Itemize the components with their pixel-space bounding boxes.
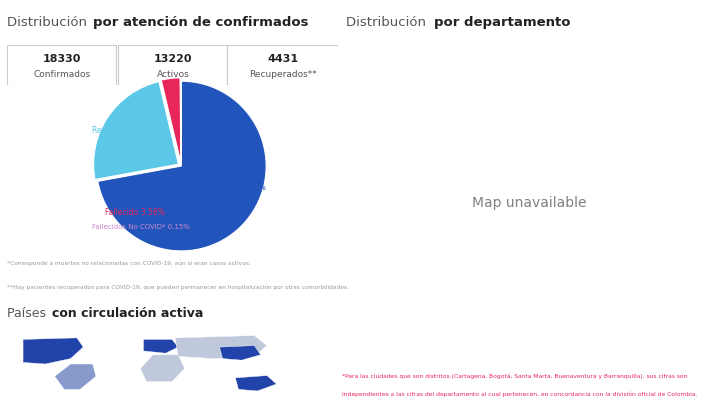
Text: **Hay pacientes recuperados para COVID-19, que pueden permanecer en hospitalizac: **Hay pacientes recuperados para COVID-1…	[7, 285, 349, 290]
Text: Recuperado 24.17%: Recuperado 24.17%	[92, 126, 169, 135]
Bar	[7, 45, 117, 85]
Wedge shape	[98, 81, 266, 251]
Text: Países: Países	[7, 307, 50, 320]
Text: Fallecidos No COVID* 0.15%: Fallecidos No COVID* 0.15%	[92, 224, 190, 230]
Text: Distribución: Distribución	[346, 16, 430, 29]
Text: 18330: 18330	[42, 54, 81, 64]
Text: Recuperados**: Recuperados**	[249, 70, 317, 79]
Wedge shape	[94, 82, 179, 179]
Text: Fallecido 3.56%: Fallecido 3.56%	[105, 208, 165, 217]
Text: por atención de confirmados: por atención de confirmados	[93, 16, 308, 29]
Text: Map unavailable: Map unavailable	[472, 196, 587, 209]
Polygon shape	[55, 364, 96, 390]
Polygon shape	[175, 335, 267, 359]
Bar	[228, 45, 338, 85]
Text: *Para las ciudades que son distritos (Cartagena, Bogotá, Santa Marta, Buenaventu: *Para las ciudades que son distritos (Ca…	[342, 373, 688, 379]
Text: independientes a las cifras del departamento al cual pertenecen, en concordancia: independientes a las cifras del departam…	[342, 391, 698, 396]
Text: 13220: 13220	[153, 54, 192, 64]
Polygon shape	[140, 355, 184, 382]
Text: Activos: Activos	[156, 70, 189, 79]
Text: con circulación activa: con circulación activa	[52, 307, 203, 320]
Text: 4431: 4431	[267, 54, 299, 64]
Text: Activo 72.12%: Activo 72.12%	[211, 183, 266, 192]
Polygon shape	[220, 345, 261, 360]
Wedge shape	[161, 78, 181, 163]
Polygon shape	[23, 338, 84, 364]
Text: *Corresponde a muertes no relacionadas con COVID-19, aún si eran casos activos.: *Corresponde a muertes no relacionadas c…	[7, 260, 251, 266]
Polygon shape	[143, 339, 179, 353]
Text: Distribución: Distribución	[7, 16, 91, 29]
Text: Confirmados: Confirmados	[33, 70, 91, 79]
Polygon shape	[235, 375, 276, 391]
Text: por departamento: por departamento	[433, 16, 570, 29]
Bar	[118, 45, 228, 85]
